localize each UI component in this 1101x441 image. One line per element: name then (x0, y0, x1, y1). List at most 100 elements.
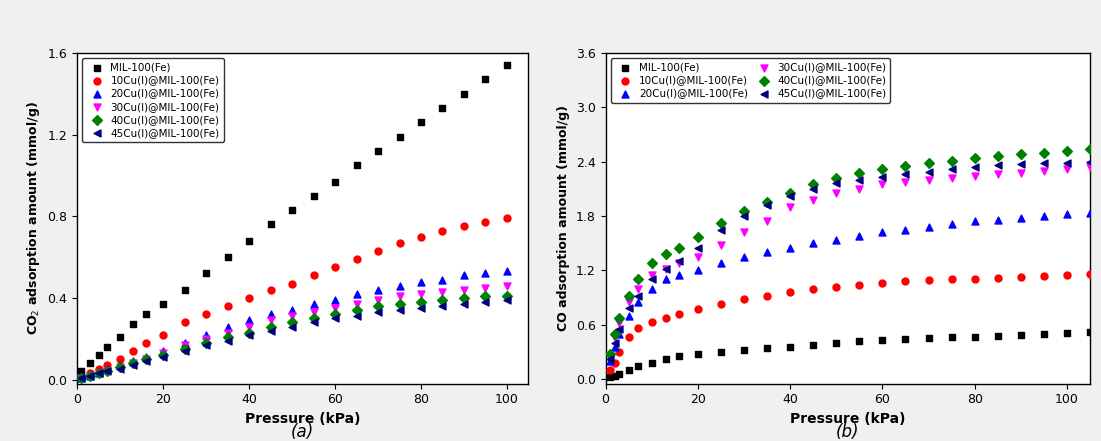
10Cu(I)@MIL-100(Fe) (1058, 271, 1076, 278)
Y-axis label: CO adsorption amount (mmol/g): CO adsorption amount (mmol/g) (557, 105, 570, 331)
10Cu(I)@MIL-100(Fe) (498, 215, 515, 222)
10Cu(I)@MIL-100(Fe) (606, 359, 623, 366)
MIL-100(Fe) (498, 62, 515, 69)
10Cu(I)@MIL-100(Fe) (873, 280, 891, 287)
40Cu(I)@MIL-100(Fe) (90, 370, 108, 377)
20Cu(I)@MIL-100(Fe) (197, 331, 215, 338)
MIL-100(Fe) (989, 332, 1006, 339)
20Cu(I)@MIL-100(Fe) (643, 285, 661, 292)
MIL-100(Fe) (1012, 331, 1029, 338)
30Cu(I)@MIL-100(Fe) (326, 305, 344, 312)
10Cu(I)@MIL-100(Fe) (712, 300, 730, 307)
45Cu(I)@MIL-100(Fe) (712, 226, 730, 233)
10Cu(I)@MIL-100(Fe) (1012, 273, 1029, 280)
10Cu(I)@MIL-100(Fe) (601, 366, 619, 374)
MIL-100(Fe) (197, 270, 215, 277)
20Cu(I)@MIL-100(Fe) (283, 306, 301, 314)
45Cu(I)@MIL-100(Fe) (81, 372, 99, 379)
MIL-100(Fe) (873, 336, 891, 344)
45Cu(I)@MIL-100(Fe) (1035, 160, 1053, 167)
20Cu(I)@MIL-100(Fe) (1012, 214, 1029, 221)
10Cu(I)@MIL-100(Fe) (176, 319, 194, 326)
45Cu(I)@MIL-100(Fe) (240, 331, 258, 338)
40Cu(I)@MIL-100(Fe) (477, 292, 494, 299)
10Cu(I)@MIL-100(Fe) (283, 280, 301, 287)
45Cu(I)@MIL-100(Fe) (434, 303, 451, 310)
45Cu(I)@MIL-100(Fe) (154, 354, 172, 361)
30Cu(I)@MIL-100(Fe) (989, 171, 1006, 178)
40Cu(I)@MIL-100(Fe) (283, 319, 301, 326)
20Cu(I)@MIL-100(Fe) (498, 268, 515, 275)
45Cu(I)@MIL-100(Fe) (873, 174, 891, 181)
30Cu(I)@MIL-100(Fe) (176, 341, 194, 348)
MIL-100(Fe) (620, 366, 637, 374)
40Cu(I)@MIL-100(Fe) (137, 355, 154, 363)
40Cu(I)@MIL-100(Fe) (176, 345, 194, 352)
10Cu(I)@MIL-100(Fe) (73, 374, 90, 381)
40Cu(I)@MIL-100(Fe) (219, 333, 237, 340)
45Cu(I)@MIL-100(Fe) (197, 341, 215, 348)
30Cu(I)@MIL-100(Fe) (283, 313, 301, 320)
MIL-100(Fe) (124, 321, 142, 328)
30Cu(I)@MIL-100(Fe) (434, 288, 451, 295)
MIL-100(Fe) (81, 360, 99, 367)
MIL-100(Fe) (759, 345, 776, 352)
20Cu(I)@MIL-100(Fe) (137, 354, 154, 361)
30Cu(I)@MIL-100(Fe) (412, 290, 429, 297)
30Cu(I)@MIL-100(Fe) (219, 329, 237, 336)
20Cu(I)@MIL-100(Fe) (326, 296, 344, 303)
Text: (b): (b) (836, 422, 860, 441)
30Cu(I)@MIL-100(Fe) (606, 335, 623, 342)
MIL-100(Fe) (391, 133, 408, 140)
30Cu(I)@MIL-100(Fe) (348, 300, 366, 307)
MIL-100(Fe) (1035, 330, 1053, 337)
10Cu(I)@MIL-100(Fe) (219, 303, 237, 310)
30Cu(I)@MIL-100(Fe) (828, 190, 846, 197)
10Cu(I)@MIL-100(Fe) (305, 272, 323, 279)
10Cu(I)@MIL-100(Fe) (759, 292, 776, 299)
20Cu(I)@MIL-100(Fe) (176, 339, 194, 346)
40Cu(I)@MIL-100(Fe) (919, 160, 937, 167)
45Cu(I)@MIL-100(Fe) (219, 337, 237, 344)
45Cu(I)@MIL-100(Fe) (369, 309, 386, 316)
45Cu(I)@MIL-100(Fe) (919, 168, 937, 175)
MIL-100(Fe) (629, 363, 646, 370)
10Cu(I)@MIL-100(Fe) (262, 286, 280, 293)
40Cu(I)@MIL-100(Fe) (850, 169, 868, 176)
30Cu(I)@MIL-100(Fe) (1058, 165, 1076, 172)
MIL-100(Fe) (154, 300, 172, 307)
30Cu(I)@MIL-100(Fe) (629, 285, 646, 292)
40Cu(I)@MIL-100(Fe) (455, 295, 472, 302)
45Cu(I)@MIL-100(Fe) (1081, 158, 1099, 165)
45Cu(I)@MIL-100(Fe) (805, 185, 822, 192)
MIL-100(Fe) (782, 343, 799, 350)
20Cu(I)@MIL-100(Fe) (154, 348, 172, 355)
MIL-100(Fe) (73, 368, 90, 375)
MIL-100(Fe) (643, 359, 661, 366)
MIL-100(Fe) (369, 147, 386, 154)
10Cu(I)@MIL-100(Fe) (656, 314, 674, 321)
20Cu(I)@MIL-100(Fe) (98, 366, 116, 373)
40Cu(I)@MIL-100(Fe) (369, 303, 386, 310)
10Cu(I)@MIL-100(Fe) (643, 318, 661, 325)
20Cu(I)@MIL-100(Fe) (348, 290, 366, 297)
10Cu(I)@MIL-100(Fe) (735, 296, 753, 303)
40Cu(I)@MIL-100(Fe) (606, 330, 623, 337)
45Cu(I)@MIL-100(Fe) (643, 276, 661, 283)
20Cu(I)@MIL-100(Fe) (989, 216, 1006, 223)
45Cu(I)@MIL-100(Fe) (137, 358, 154, 365)
MIL-100(Fe) (111, 333, 129, 340)
45Cu(I)@MIL-100(Fe) (966, 164, 983, 171)
30Cu(I)@MIL-100(Fe) (197, 335, 215, 342)
20Cu(I)@MIL-100(Fe) (1035, 213, 1053, 220)
20Cu(I)@MIL-100(Fe) (966, 218, 983, 225)
30Cu(I)@MIL-100(Fe) (656, 265, 674, 272)
MIL-100(Fe) (477, 76, 494, 83)
30Cu(I)@MIL-100(Fe) (111, 364, 129, 371)
20Cu(I)@MIL-100(Fe) (455, 272, 472, 279)
45Cu(I)@MIL-100(Fe) (828, 180, 846, 187)
10Cu(I)@MIL-100(Fe) (620, 333, 637, 340)
10Cu(I)@MIL-100(Fe) (326, 264, 344, 271)
45Cu(I)@MIL-100(Fe) (759, 202, 776, 209)
20Cu(I)@MIL-100(Fe) (477, 270, 494, 277)
